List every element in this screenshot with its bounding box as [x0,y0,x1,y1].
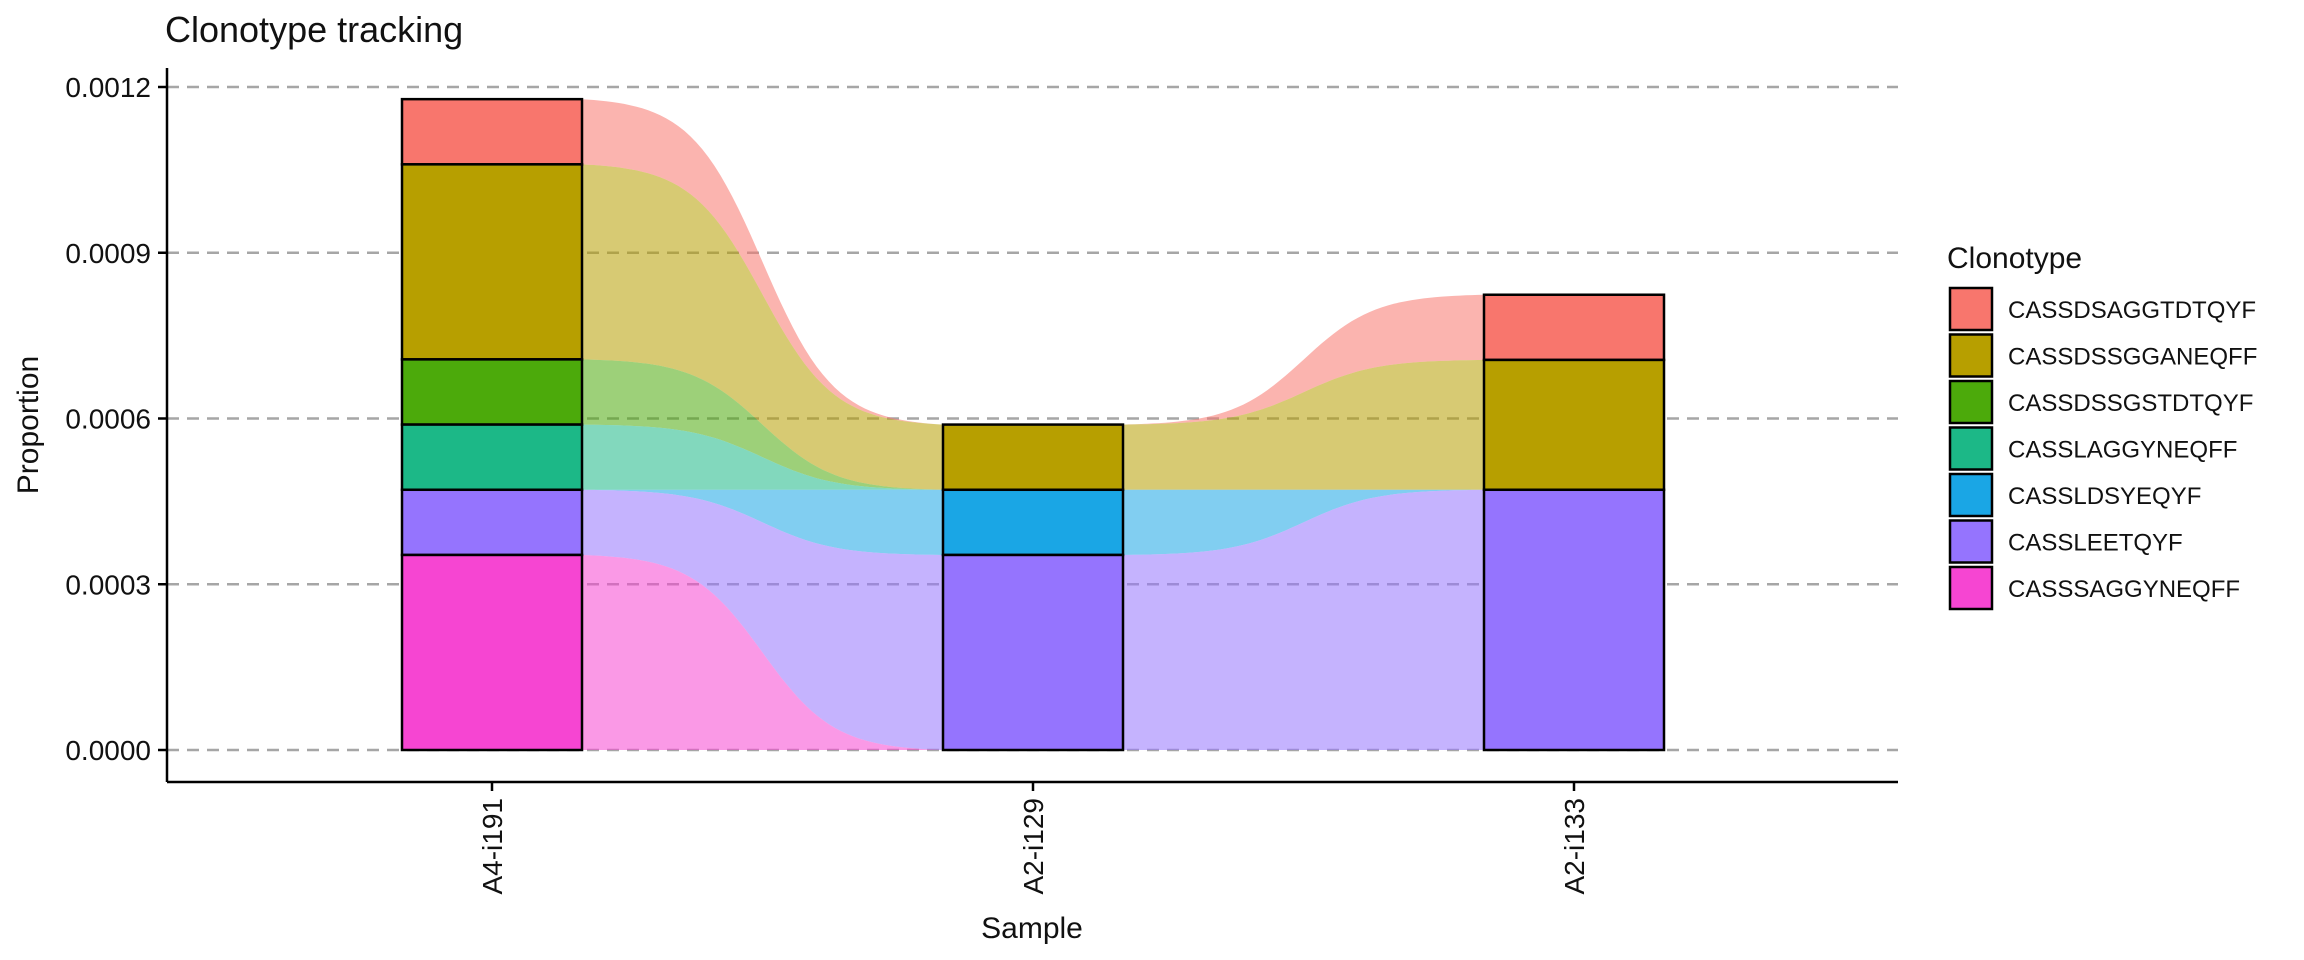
bar-segment-cassdsaggtdtqyf-a4-i191 [400,97,584,166]
y-tick-label-0: 0.0000 [65,735,151,766]
y-tick-label-4: 0.0012 [65,72,151,103]
flow-casslaggyneqff-0 [582,424,943,490]
flow-cassleetqyf-1 [1123,489,1484,750]
legend-label-casssaggyneqff: CASSSAGGYNEQFF [2008,576,2240,603]
y-axis-title: Proportion [12,356,45,494]
bar-segment-casssaggyneqff-a4-i191 [400,553,584,752]
legend-label-cassdssgstdtqyf: CASSDSSGSTDTQYF [2008,390,2253,417]
bar-segment-cassldsyeqyf-a2-i129 [941,488,1125,557]
bar-segment-cassleetqyf-a2-i129 [941,553,1125,752]
bar-segment-cassdsaggtdtqyf-a2-i133 [1482,293,1666,362]
x-tick-label-a2-i129: A2-i129 [1018,798,1049,895]
x-ticks: A4-i191 A2-i129 A2-i133 [477,782,1590,895]
legend-label-cassldsyeqyf: CASSLDSYEQYF [2008,483,2201,510]
flow-cassdsaggtdtqyf-1 [1123,294,1484,425]
bar-segment-cassdssgstdtqyf-a4-i191 [400,358,584,426]
flow-cassdssgganeqff-1 [1123,359,1484,490]
legend-swatch-cassdssgstdtqyf [1948,379,1994,425]
y-ticks: 0.0000 0.0003 0.0006 0.0009 0.0012 [65,72,167,766]
chart-title: Clonotype tracking [165,9,463,50]
flow-cassdssgganeqff-0 [582,164,943,490]
flow-cassdsaggtdtqyf-0 [582,99,943,425]
x-tick-label-a2-i133: A2-i133 [1559,798,1590,895]
x-axis-title: Sample [981,912,1083,945]
bar-segment-casslaggyneqff-a4-i191 [400,423,584,492]
legend-label-cassdsaggtdtqyf: CASSDSAGGTDTQYF [2008,297,2256,324]
legend-swatch-cassdsaggtdtqyf [1948,286,1994,332]
legend-label-cassleetqyf: CASSLEETQYF [2008,530,2183,557]
y-tick-label-3: 0.0009 [65,238,151,269]
stacked-bars [400,97,1666,752]
bar-segment-cassleetqyf-a2-i133 [1482,488,1666,752]
legend-swatch-casslaggyneqff [1948,426,1994,471]
x-tick-label-a4-i191: A4-i191 [477,798,508,895]
legend-swatch-cassdssgganeqff [1948,333,1994,378]
legend-swatch-casssaggyneqff [1948,565,1994,611]
bar-segment-cassdssgganeqff-a2-i129 [941,423,1125,492]
legend-swatch-cassldsyeqyf [1948,472,1994,518]
flow-cassdssgstdtqyf-0 [582,359,943,490]
bar-segment-cassdssgganeqff-a4-i191 [400,163,584,361]
bar-segment-cassdssgganeqff-a2-i133 [1482,358,1666,492]
y-tick-label-2: 0.0006 [65,404,151,435]
legend: Clonotype CASSDSAGGTDTQYF CASSDSSGGANEQFF… [1947,242,2257,611]
flow-casssaggyneqff-0 [582,555,943,750]
bar-segment-cassleetqyf-a4-i191 [400,488,584,557]
alluvial-flows [582,99,1484,750]
legend-title: Clonotype [1947,242,2082,275]
legend-label-casslaggyneqff: CASSLAGGYNEQFF [2008,437,2237,464]
legend-swatch-cassleetqyf [1948,519,1994,564]
legend-label-cassdssgganeqff: CASSDSSGGANEQFF [2008,344,2257,371]
y-tick-label-1: 0.0003 [65,569,151,600]
flow-cassleetqyf-0 [582,489,943,750]
